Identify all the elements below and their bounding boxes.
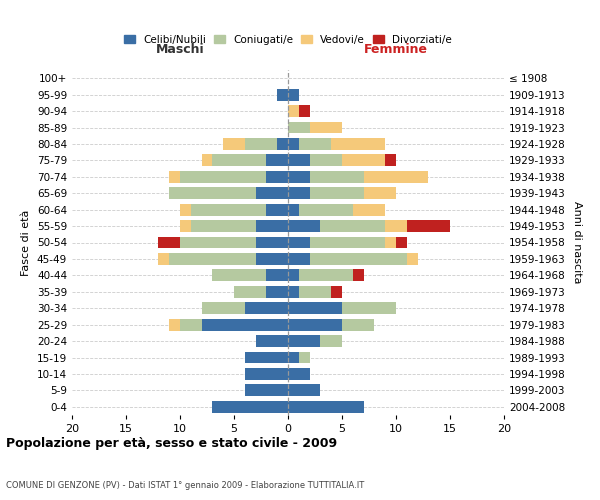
Bar [299,105,310,117]
Bar [256,236,288,248]
Bar [299,286,331,298]
Bar [342,302,396,314]
Bar [180,171,266,182]
Bar [320,335,342,347]
Bar [288,384,320,396]
Bar [385,220,407,232]
Bar [288,253,310,265]
Bar [288,352,299,364]
Bar [245,138,277,150]
Bar [288,270,299,281]
Bar [288,105,299,117]
Bar [245,368,288,380]
Bar [288,286,299,298]
Bar [256,220,288,232]
Bar [180,236,256,248]
Y-axis label: Anni di nascita: Anni di nascita [572,201,582,284]
Bar [180,204,191,216]
Text: Maschi: Maschi [155,43,205,56]
Bar [266,270,288,281]
Bar [202,302,245,314]
Bar [212,154,266,166]
Bar [266,286,288,298]
Bar [169,188,256,199]
Bar [310,236,385,248]
Bar [266,154,288,166]
Bar [256,253,288,265]
Bar [288,302,342,314]
Bar [288,204,299,216]
Bar [288,122,310,134]
Text: COMUNE DI GENZONE (PV) - Dati ISTAT 1° gennaio 2009 - Elaborazione TUTTITALIA.IT: COMUNE DI GENZONE (PV) - Dati ISTAT 1° g… [6,481,364,490]
Bar [256,188,288,199]
Bar [288,188,310,199]
Bar [310,122,342,134]
Bar [320,220,385,232]
Bar [191,220,256,232]
Bar [353,204,385,216]
Bar [385,236,396,248]
Bar [288,138,299,150]
Bar [158,236,180,248]
Legend: Celibi/Nubili, Coniugati/e, Vedovi/e, Divorziati/e: Celibi/Nubili, Coniugati/e, Vedovi/e, Di… [120,30,456,48]
Bar [396,236,407,248]
Bar [299,138,331,150]
Bar [245,302,288,314]
Bar [288,368,310,380]
Bar [169,171,180,182]
Bar [288,220,320,232]
Bar [364,171,428,182]
Bar [158,253,169,265]
Bar [180,318,202,330]
Bar [266,204,288,216]
Bar [407,220,450,232]
Bar [288,88,299,101]
Bar [223,138,245,150]
Bar [277,88,288,101]
Bar [342,318,374,330]
Bar [385,154,396,166]
Bar [353,270,364,281]
Bar [245,384,288,396]
Bar [191,204,266,216]
Bar [212,270,266,281]
Bar [288,335,320,347]
Bar [288,401,364,412]
Bar [331,286,342,298]
Bar [364,188,396,199]
Bar [310,253,407,265]
Bar [169,253,256,265]
Bar [310,188,364,199]
Bar [180,220,191,232]
Text: Popolazione per età, sesso e stato civile - 2009: Popolazione per età, sesso e stato civil… [6,437,337,450]
Bar [256,335,288,347]
Bar [288,236,310,248]
Bar [407,253,418,265]
Bar [299,352,310,364]
Bar [299,270,353,281]
Bar [299,204,353,216]
Bar [310,154,342,166]
Bar [169,318,180,330]
Bar [342,154,385,166]
Bar [212,401,288,412]
Bar [202,154,212,166]
Text: Femmine: Femmine [364,43,428,56]
Bar [310,171,364,182]
Bar [266,171,288,182]
Bar [245,352,288,364]
Bar [234,286,266,298]
Bar [288,171,310,182]
Bar [288,154,310,166]
Bar [331,138,385,150]
Bar [202,318,288,330]
Bar [277,138,288,150]
Y-axis label: Fasce di età: Fasce di età [22,210,31,276]
Bar [288,318,342,330]
